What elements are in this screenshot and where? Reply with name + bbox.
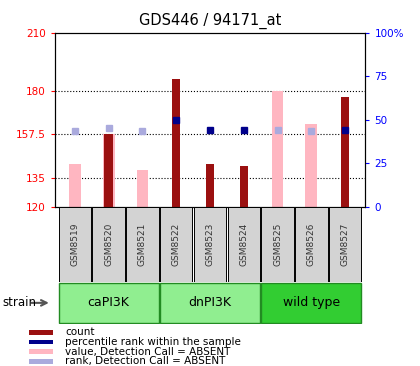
Bar [92,207,125,282]
Text: GSM8525: GSM8525 [273,223,282,266]
Text: GSM8526: GSM8526 [307,223,316,266]
Bar [228,207,260,282]
Text: count: count [65,327,94,337]
Bar [59,283,159,323]
Text: rank, Detection Call = ABSENT: rank, Detection Call = ABSENT [65,356,226,366]
Bar [29,359,52,363]
Text: value, Detection Call = ABSENT: value, Detection Call = ABSENT [65,347,231,356]
Text: percentile rank within the sample: percentile rank within the sample [65,337,241,347]
Bar [105,134,113,207]
Bar [172,79,181,207]
Bar [59,207,91,282]
Bar [329,207,361,282]
Text: GSM8522: GSM8522 [172,223,181,266]
Bar [341,97,349,207]
Text: GSM8524: GSM8524 [239,223,248,266]
Bar [126,207,159,282]
Bar [295,207,328,282]
Bar [194,207,226,282]
Bar [261,283,361,323]
Bar [305,124,317,207]
Text: GSM8521: GSM8521 [138,223,147,266]
Bar [160,283,260,323]
Text: GSM8527: GSM8527 [341,223,349,266]
Text: caPI3K: caPI3K [88,296,130,309]
Text: strain: strain [2,296,36,309]
Bar [160,207,192,282]
Bar [29,330,52,335]
Bar [239,166,248,207]
Text: dnPI3K: dnPI3K [189,296,231,309]
Text: wild type: wild type [283,296,340,309]
Text: GSM8520: GSM8520 [104,223,113,266]
Text: GSM8519: GSM8519 [71,223,79,266]
Bar [136,170,148,207]
Bar [29,340,52,344]
Bar [272,91,284,207]
Text: GSM8523: GSM8523 [205,223,215,266]
Bar [29,349,52,354]
Bar [206,164,214,207]
Bar [69,164,81,207]
Bar [103,134,115,207]
Text: GDS446 / 94171_at: GDS446 / 94171_at [139,13,281,29]
Bar [261,207,294,282]
